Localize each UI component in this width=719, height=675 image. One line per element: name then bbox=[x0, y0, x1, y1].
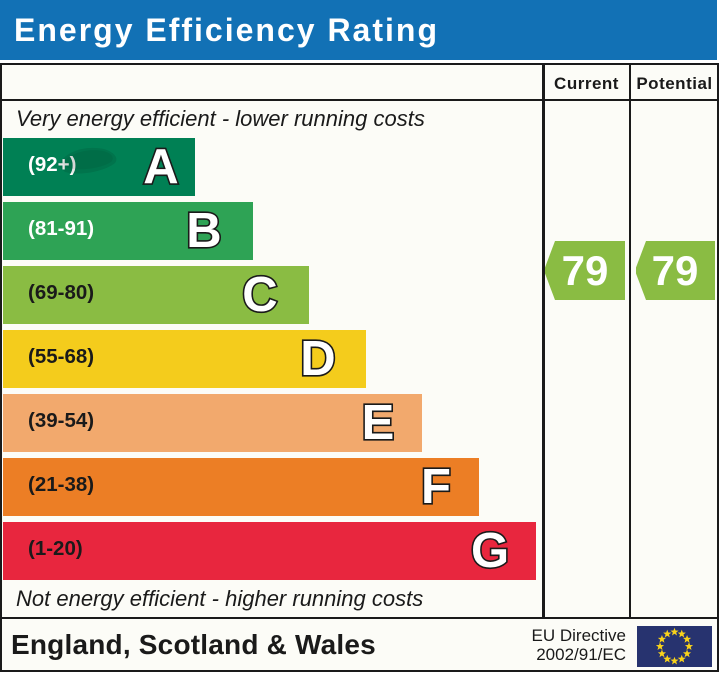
svg-text:B: B bbox=[186, 204, 221, 258]
svg-text:C: C bbox=[242, 268, 277, 322]
svg-text:E: E bbox=[362, 396, 395, 450]
svg-text:G: G bbox=[471, 524, 509, 578]
svg-text:D: D bbox=[300, 332, 335, 386]
svg-text:A: A bbox=[143, 140, 178, 194]
svg-text:79: 79 bbox=[652, 247, 699, 294]
svg-text:79: 79 bbox=[562, 247, 609, 294]
svg-text:F: F bbox=[421, 460, 451, 514]
